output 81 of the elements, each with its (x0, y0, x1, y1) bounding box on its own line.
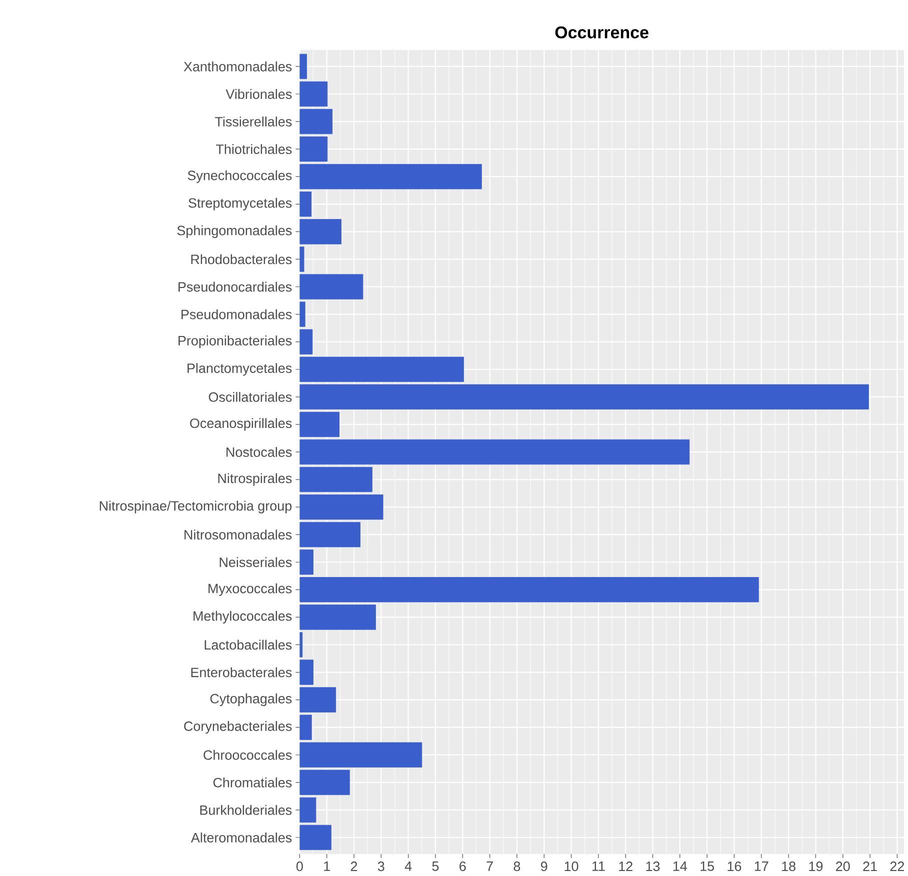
x-tick-label: 19 (809, 862, 823, 872)
bar (300, 329, 313, 354)
x-tick-label: 8 (514, 862, 520, 872)
bar (300, 660, 314, 685)
x-tick-label: 13 (646, 862, 660, 872)
x-tick-label: 7 (486, 862, 493, 871)
y-tick-label: Pseudomonadales (182, 309, 292, 320)
y-tick-label: Synechococcales (188, 170, 292, 183)
bar (300, 714, 312, 740)
bar (300, 81, 328, 107)
y-tick-label: Nitrosomonadales (184, 530, 292, 540)
x-tick-label: 3 (378, 862, 384, 872)
x-tick-label: 22 (890, 862, 904, 871)
bar (300, 604, 376, 630)
bar (300, 164, 482, 190)
x-tick-label: 6 (460, 862, 466, 872)
x-tick-label: 4 (404, 862, 412, 871)
x-tick-label: 16 (728, 862, 742, 872)
x-tick-label: 5 (432, 862, 439, 871)
y-tick-label: Sphingomonadales (177, 225, 292, 238)
bar (300, 550, 314, 575)
x-tick-label: 2 (350, 862, 358, 871)
y-tick-label: Tissierellales (215, 116, 292, 126)
bar (300, 494, 384, 520)
y-tick-label: Vibrionales (226, 89, 292, 99)
y-tick-label: Methylococcales (194, 610, 292, 624)
x-tick-label: 1 (324, 862, 330, 871)
y-tick-label: Burkholderiales (200, 805, 292, 815)
y-tick-label: Myxococcales (208, 583, 292, 596)
bar (300, 687, 336, 712)
x-tick-label: 20 (836, 862, 850, 872)
x-tick-label: 10 (564, 862, 578, 872)
bar (300, 412, 340, 438)
y-tick-label: Propionibacteriales (178, 336, 292, 348)
bar (300, 466, 372, 492)
bar (300, 356, 464, 382)
bar (300, 108, 332, 134)
bar (300, 54, 307, 80)
bar (300, 219, 342, 244)
bar (300, 797, 316, 823)
x-tick-label: 12 (619, 862, 632, 871)
bar (300, 302, 306, 327)
y-tick-label: Oscillatoriales (208, 392, 292, 402)
bar (300, 384, 869, 410)
x-tick-label: 0 (296, 862, 303, 872)
y-tick-label: Nitrospirales (218, 473, 292, 486)
y-tick-label: Rhodobacterales (191, 254, 292, 264)
bar (300, 439, 690, 465)
bar (300, 522, 360, 548)
bar (300, 136, 328, 162)
x-tick-label: 17 (754, 862, 768, 871)
y-tick-label: Nostocales (226, 447, 292, 457)
y-tick-label: Lactobacillales (204, 640, 292, 650)
y-tick-label: Streptomycetales (188, 198, 292, 210)
y-tick-label: Pseudonocardiales (178, 282, 292, 292)
y-tick-label: Nitrospinae/Tectomicrobia group (100, 500, 292, 514)
x-tick-label: 18 (782, 862, 796, 872)
x-tick-label: 14 (673, 862, 688, 871)
y-tick-label: Xanthomonadales (184, 62, 292, 72)
y-tick-label: Chromatiales (213, 777, 292, 788)
bar (300, 824, 332, 850)
y-tick-label: Planctomycetales (188, 363, 292, 376)
x-tick-label: 11 (592, 862, 605, 871)
y-tick-label: Alteromonadales (190, 832, 292, 842)
x-tick-label: 15 (700, 862, 714, 871)
bar (300, 770, 350, 796)
y-tick-label: Chroococcales (204, 750, 292, 760)
y-tick-label: Corynebacteriales (184, 721, 292, 734)
bar (300, 577, 759, 602)
y-tick-label: Enterobacterales (191, 667, 292, 678)
bar (300, 274, 364, 300)
bar (300, 246, 304, 272)
bar (300, 192, 312, 217)
y-tick-label: Neisseriales (220, 557, 292, 568)
chart-title: Occurrence (555, 26, 648, 38)
x-tick-label: 21 (863, 862, 877, 871)
x-tick-label: 9 (540, 862, 548, 872)
y-tick-label: Oceanospirillales (190, 418, 292, 431)
y-tick-label: Thiotrichales (216, 144, 292, 154)
bar (300, 742, 422, 768)
y-tick-label: Cytophagales (210, 694, 292, 706)
